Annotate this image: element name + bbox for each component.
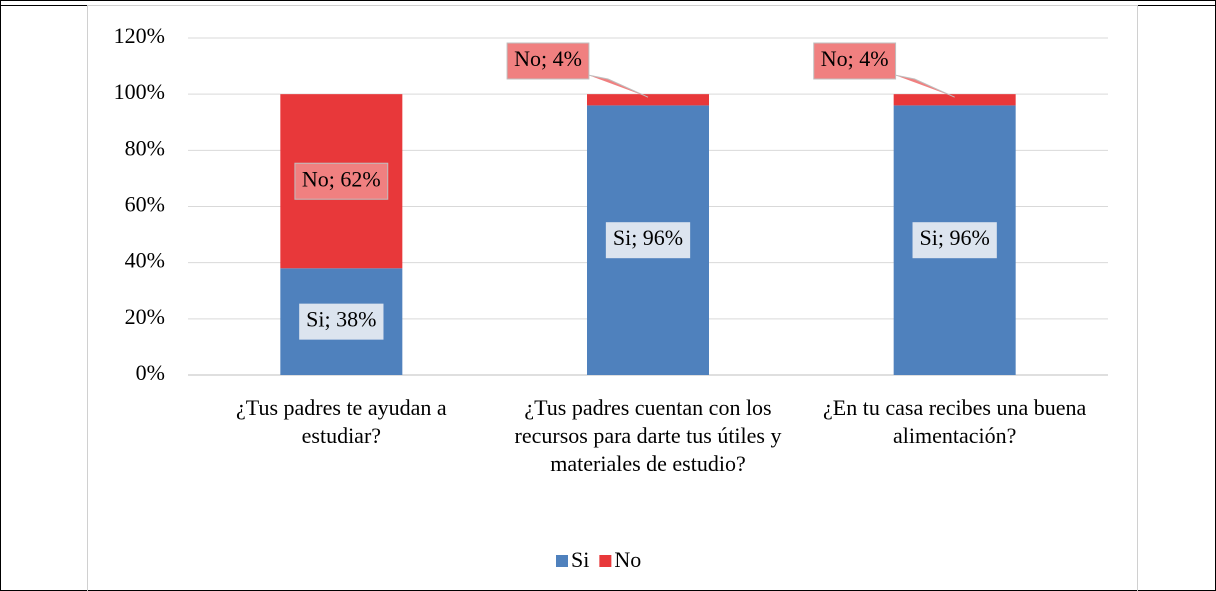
x-tick-line: ¿Tus padres te ayudan a <box>236 395 447 420</box>
data-label: Si; 38% <box>306 307 376 332</box>
legend-label: No <box>614 547 641 572</box>
data-label: Si; 96% <box>613 225 683 250</box>
x-tick-line: alimentación? <box>893 423 1016 448</box>
x-tick-line: recursos para darte tus útiles y <box>515 423 782 448</box>
label-box <box>912 222 997 259</box>
y-tick-label: 120% <box>114 23 165 48</box>
y-tick-label: 100% <box>114 79 165 104</box>
y-tick-label: 20% <box>125 304 165 329</box>
callout-line <box>894 74 955 98</box>
x-tick-line: ¿En tu casa recibes una buena <box>823 395 1086 420</box>
x-tick-line: estudiar? <box>302 423 381 448</box>
label-box <box>605 222 691 259</box>
data-label: No; 4% <box>514 46 582 71</box>
label-box <box>294 162 389 200</box>
y-tick-label: 60% <box>125 192 165 217</box>
x-tick-line: ¿Tus padres cuentan con los <box>524 395 771 420</box>
bar-segment <box>587 94 709 106</box>
data-label: Si; 96% <box>920 225 990 250</box>
x-tick-label: ¿Tus padres te ayudan a estudiar? <box>236 395 447 448</box>
data-label: No; 4% <box>821 46 889 71</box>
y-tick-label: 80% <box>125 135 165 160</box>
legend-swatch <box>556 555 568 567</box>
callout-line <box>587 74 649 98</box>
data-label: No; 62% <box>302 166 381 191</box>
label-box <box>813 42 897 80</box>
x-tick-label: ¿Tus padres cuentan con los recursos para… <box>515 395 782 476</box>
label-box <box>506 42 590 80</box>
y-tick-label: 0% <box>136 360 165 385</box>
label-box <box>299 303 384 340</box>
y-tick-label: 40% <box>125 248 165 273</box>
chart-border <box>87 5 1138 591</box>
legend-label: Si <box>571 547 589 572</box>
legend-swatch <box>599 555 612 567</box>
bar-segment <box>893 94 1016 106</box>
x-tick-label: ¿En tu casa recibes una buena alimentació… <box>823 395 1086 448</box>
x-tick-line: materiales de estudio? <box>550 451 745 476</box>
